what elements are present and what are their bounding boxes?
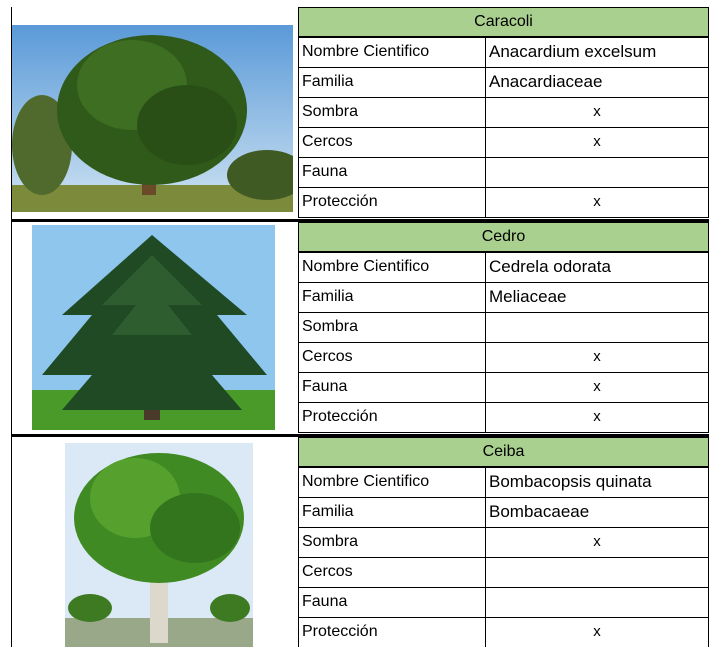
species-header: Cedro <box>298 222 709 252</box>
row-label: Fauna <box>298 587 486 618</box>
row-value: Anacardiaceae <box>485 67 709 98</box>
row-label: Fauna <box>298 372 486 403</box>
row-value: Meliaceae <box>485 282 709 313</box>
row-label: Cercos <box>298 557 486 588</box>
row-value: x <box>485 97 709 128</box>
row-label: Familia <box>298 67 486 98</box>
row-value <box>485 557 709 588</box>
row-value <box>485 157 709 188</box>
row-value: Anacardium excelsum <box>485 37 709 68</box>
row-value: Cedrela odorata <box>485 252 709 283</box>
row-label: Protección <box>298 617 486 647</box>
row-value: x <box>485 372 709 403</box>
row-value: x <box>485 127 709 158</box>
row-label: Familia <box>298 497 486 528</box>
row-value <box>485 312 709 343</box>
row-label: Protección <box>298 402 486 433</box>
species-header: Ceiba <box>298 437 709 467</box>
row-value: Bombacopsis quinata <box>485 467 709 498</box>
row-label: Protección <box>298 187 486 218</box>
page: CaracoliNombre CientificoAnacardium exce… <box>0 0 709 647</box>
row-label: Nombre Cientifico <box>298 37 486 68</box>
row-value: x <box>485 402 709 433</box>
row-value <box>485 587 709 618</box>
row-label: Sombra <box>298 527 486 558</box>
tree-photo <box>32 225 275 430</box>
row-label: Cercos <box>298 342 486 373</box>
row-value: Bombacaeae <box>485 497 709 528</box>
row-label: Cercos <box>298 127 486 158</box>
row-label: Nombre Cientifico <box>298 467 486 498</box>
row-label: Sombra <box>298 312 486 343</box>
row-label: Nombre Cientifico <box>298 252 486 283</box>
species-header: Caracoli <box>298 7 709 37</box>
row-label: Sombra <box>298 97 486 128</box>
row-value: x <box>485 342 709 373</box>
row-value: x <box>485 617 709 647</box>
tree-photo <box>65 443 253 647</box>
tree-photo <box>12 25 293 212</box>
row-value: x <box>485 527 709 558</box>
row-value: x <box>485 187 709 218</box>
row-label: Fauna <box>298 157 486 188</box>
row-label: Familia <box>298 282 486 313</box>
